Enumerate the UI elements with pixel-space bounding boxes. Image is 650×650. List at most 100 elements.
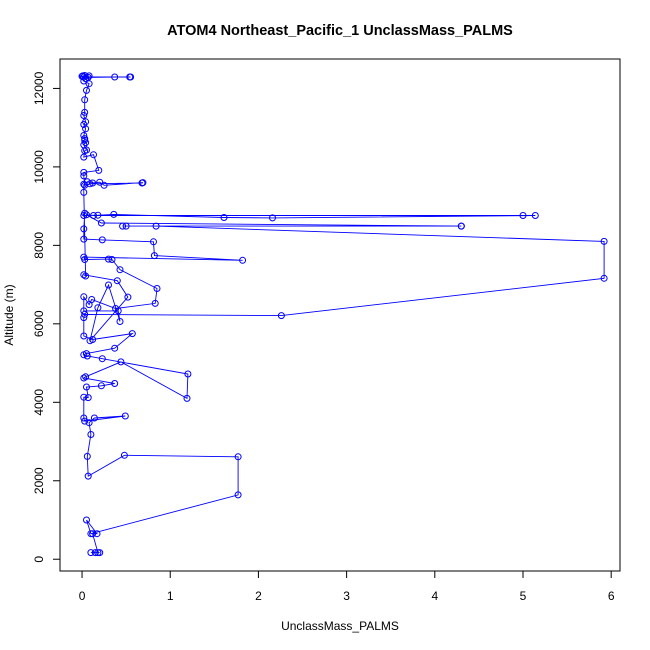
data-point	[94, 304, 102, 312]
data-point	[111, 380, 119, 387]
y-axis: 0 2000 4000 6000 8000 10000 12000	[32, 71, 61, 563]
data-point	[98, 355, 106, 363]
data-point	[184, 370, 192, 378]
data-point	[80, 132, 88, 139]
data-point	[119, 222, 127, 230]
data-point	[80, 374, 88, 382]
data-point	[82, 125, 90, 133]
x-tick-label: 6	[608, 589, 615, 603]
x-axis: 0 1 2 3 4 5 6	[79, 570, 615, 603]
data-point	[94, 211, 102, 219]
data-point	[81, 108, 89, 116]
data-point	[81, 310, 89, 318]
data-point	[117, 358, 125, 366]
x-axis-label: UnclassMass_PALMS	[281, 619, 399, 633]
data-point	[81, 135, 89, 143]
data-point	[91, 549, 99, 557]
data-point	[277, 312, 285, 320]
data-point	[94, 549, 102, 557]
data-point	[150, 252, 158, 260]
data-point	[531, 212, 539, 219]
series-layer	[78, 72, 608, 557]
data-point	[108, 256, 116, 263]
data-point	[82, 272, 90, 280]
data-point	[98, 236, 106, 244]
data-point	[81, 181, 89, 189]
data-point	[152, 222, 160, 230]
data-point	[85, 301, 93, 309]
y-tick-label: 2000	[32, 467, 46, 494]
data-point	[85, 419, 93, 427]
x-tick-label: 5	[520, 589, 527, 603]
data-point	[80, 172, 88, 180]
data-point	[111, 344, 119, 352]
data-point	[220, 214, 228, 221]
data-point	[82, 118, 90, 126]
data-point	[80, 225, 88, 233]
data-point	[600, 274, 608, 282]
y-tick-label: 6000	[32, 310, 46, 337]
data-point	[90, 414, 98, 422]
data-point	[457, 222, 465, 230]
data-point	[80, 188, 88, 196]
data-point	[80, 414, 88, 422]
data-point	[83, 383, 90, 391]
data-point	[81, 209, 89, 217]
data-point	[128, 330, 136, 338]
data-point	[183, 394, 191, 402]
data-point	[97, 219, 105, 227]
data-point	[600, 237, 608, 245]
data-point	[80, 168, 88, 176]
data-point	[80, 235, 88, 243]
data-point	[239, 256, 247, 264]
data-point	[153, 285, 161, 292]
data-point	[116, 266, 124, 274]
data-point	[151, 299, 159, 307]
data-point	[113, 277, 121, 285]
y-tick-label: 10000	[32, 150, 46, 184]
data-point	[83, 211, 90, 219]
data-point	[122, 222, 130, 230]
data-point	[116, 318, 124, 325]
data-point	[269, 214, 276, 222]
y-axis-label: Altitude (m)	[2, 284, 16, 345]
data-point	[100, 181, 108, 189]
data-point	[87, 431, 95, 438]
data-point	[105, 281, 112, 289]
y-tick-label: 8000	[32, 232, 46, 259]
data-point	[80, 393, 88, 401]
data-point	[83, 516, 90, 524]
data-point	[95, 166, 103, 174]
data-point	[114, 307, 122, 315]
data-point	[80, 314, 88, 322]
data-point	[83, 86, 90, 94]
y-tick-label: 12000	[32, 71, 46, 105]
data-point	[121, 412, 129, 420]
data-point	[111, 73, 119, 81]
y-tick-label: 4000	[32, 389, 46, 416]
data-point	[90, 212, 97, 219]
x-tick-label: 4	[431, 589, 438, 603]
data-point	[126, 73, 134, 81]
x-tick-label: 0	[79, 589, 86, 603]
data-point	[105, 255, 112, 263]
x-tick-label: 2	[255, 589, 262, 603]
data-point	[84, 394, 92, 402]
data-point	[519, 212, 527, 219]
data-point	[86, 337, 94, 345]
data-point	[80, 307, 88, 315]
data-point	[138, 179, 146, 187]
chart-title: ATOM4 Northeast_Pacific_1 UnclassMass_PA…	[167, 23, 513, 39]
data-point	[90, 151, 97, 159]
data-point	[87, 530, 95, 538]
data-point	[84, 472, 92, 480]
data-point	[80, 112, 88, 119]
data-point	[234, 491, 242, 499]
data-point	[81, 96, 89, 104]
data-point	[87, 549, 95, 557]
data-point	[80, 271, 88, 279]
data-point	[81, 256, 89, 263]
y-tick-label: 0	[32, 556, 46, 563]
